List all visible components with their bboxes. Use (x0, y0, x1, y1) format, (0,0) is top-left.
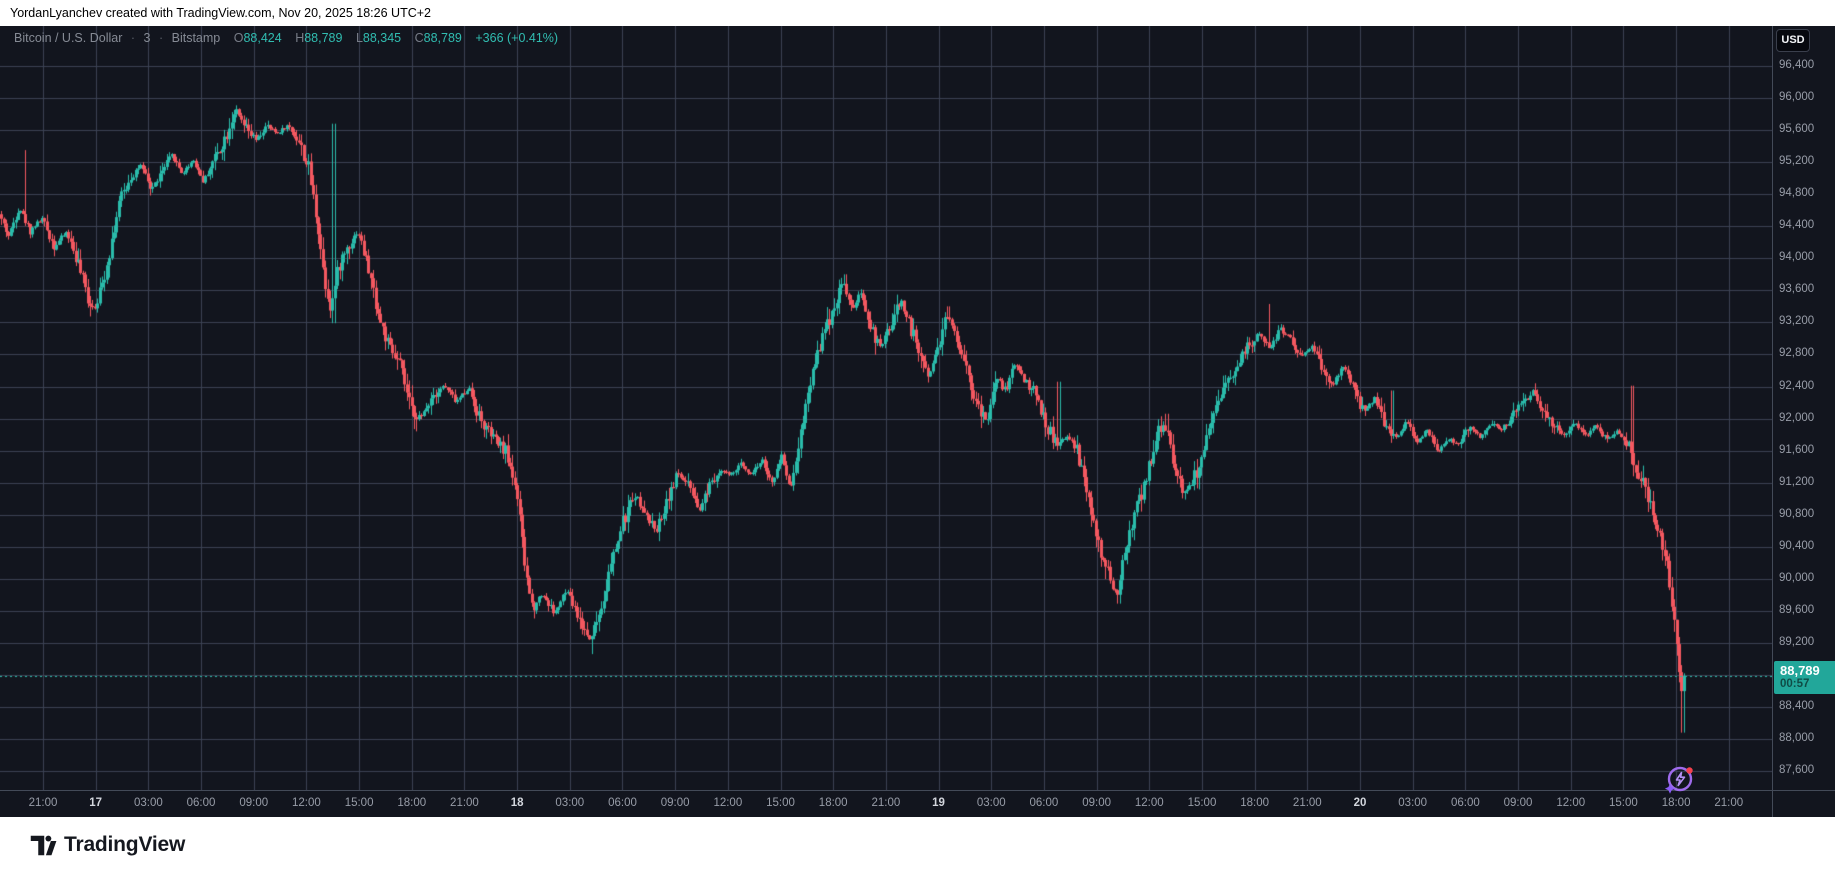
time-tick: 09:00 (1503, 797, 1533, 809)
time-tick: 09:00 (1082, 797, 1111, 809)
time-tick: 21:00 (28, 797, 58, 809)
marker-red-dot (1686, 767, 1693, 774)
lightning-bolt-icon (1675, 771, 1686, 787)
time-tick: 18:00 (1661, 797, 1691, 809)
time-tick: 03:00 (976, 797, 1006, 809)
price-tick: 91,200 (1779, 475, 1815, 488)
time-tick: 15:00 (766, 797, 795, 809)
time-tick: 21:00 (1292, 797, 1322, 809)
price-tick: 92,000 (1779, 411, 1815, 424)
price-tick: 92,400 (1779, 379, 1815, 392)
close-value: 88,789 (423, 31, 462, 45)
price-axis[interactable]: USD 88,789 00:57 96,400 96,000 95,600 95,20… (1773, 26, 1835, 790)
tradingview-logo[interactable]: TradingView (30, 833, 185, 857)
open-value: 88,424 (243, 31, 282, 45)
time-tick: 03:00 (555, 797, 585, 809)
change-value: +366 (+0.41%) (475, 31, 559, 45)
legend-separator: · (158, 31, 164, 45)
price-axis-separator (1772, 26, 1773, 817)
open-label: O (233, 31, 244, 45)
footer: TradingView (0, 817, 1835, 879)
attribution-text: YordanLyanchev created with TradingView.… (10, 6, 431, 20)
symbol-name[interactable]: Bitcoin / U.S. Dollar (14, 31, 123, 45)
attribution-bar: YordanLyanchev created with TradingView.… (0, 0, 1835, 26)
price-tick: 93,200 (1779, 315, 1815, 328)
time-tick: 12:00 (1134, 797, 1164, 809)
marker-circle (1667, 766, 1693, 792)
price-tick: 95,600 (1779, 123, 1815, 136)
close-label: C (414, 31, 424, 45)
time-axis-separator (0, 790, 1835, 791)
price-tick: 93,600 (1779, 283, 1815, 296)
high-value: 88,789 (304, 31, 343, 45)
price-tick: 95,200 (1779, 155, 1815, 168)
time-tick: 06:00 (1450, 797, 1480, 809)
event-marker-icon[interactable] (1663, 762, 1697, 796)
price-tick: 90,400 (1779, 539, 1815, 552)
price-tick: 90,000 (1779, 571, 1815, 584)
price-tick: 88,000 (1779, 732, 1815, 745)
price-tick: 89,200 (1779, 635, 1815, 648)
low-label: L (355, 31, 363, 45)
time-tick: 12:00 (1556, 797, 1586, 809)
price-tick: 89,600 (1779, 603, 1815, 616)
low-value: 88,345 (362, 31, 402, 45)
time-axis[interactable]: 21:00 17 03:00 06:00 09:00 12:00 15:00 18:00 21:… (0, 791, 1835, 817)
time-tick: 09:00 (660, 797, 690, 809)
price-tick: 92,800 (1779, 347, 1815, 360)
price-tick: 94,800 (1779, 187, 1815, 200)
chart-container: Bitcoin / U.S. Dollar · 3 · Bitstamp O88… (0, 26, 1835, 817)
time-tick: 03:00 (133, 797, 163, 809)
price-tick: 96,000 (1779, 91, 1815, 104)
interval-label[interactable]: 3 (143, 31, 151, 45)
time-tick: 15:00 (1609, 797, 1638, 809)
time-tick-day: 18 (510, 797, 524, 809)
bar-countdown: 00:57 (1780, 677, 1810, 690)
time-tick-day: 19 (932, 797, 945, 809)
high-label: H (295, 31, 305, 45)
marker-star (1664, 783, 1676, 794)
legend-separator: · (130, 31, 136, 45)
time-tick: 06:00 (186, 797, 216, 809)
time-tick: 21:00 (450, 797, 479, 809)
last-price-value: 88,789 (1780, 662, 1820, 678)
time-tick: 18:00 (397, 797, 427, 809)
time-tick: 15:00 (1187, 797, 1217, 809)
time-tick: 15:00 (344, 797, 374, 809)
time-tick: 06:00 (608, 797, 637, 809)
candlestick-chart[interactable] (0, 26, 1772, 790)
price-tick: 87,600 (1779, 764, 1815, 777)
time-tick: 12:00 (713, 797, 743, 809)
time-tick: 18:00 (1240, 797, 1270, 809)
price-tick: 90,800 (1779, 507, 1815, 520)
time-tick: 06:00 (1029, 797, 1059, 809)
tradingview-logo-text: TradingView (64, 833, 186, 856)
price-tick: 91,600 (1779, 443, 1815, 456)
symbol-legend[interactable]: Bitcoin / U.S. Dollar · 3 · Bitstamp O88… (14, 31, 558, 45)
tradingview-mark-icon (30, 835, 57, 855)
time-tick: 03:00 (1398, 797, 1428, 809)
time-tick: 09:00 (239, 797, 269, 809)
price-tick: 94,000 (1779, 251, 1815, 264)
time-tick: 21:00 (1714, 797, 1744, 809)
time-tick: 21:00 (871, 797, 901, 809)
price-tick: 88,400 (1779, 700, 1815, 712)
price-tick: 94,400 (1779, 219, 1815, 232)
price-tick: 96,400 (1779, 59, 1815, 71)
time-tick-day: 17 (89, 797, 103, 809)
time-tick-day: 20 (1353, 797, 1367, 809)
currency-usd-button[interactable]: USD (1776, 29, 1810, 52)
time-tick: 12:00 (292, 797, 321, 809)
last-price-label: 88,789 00:57 (1774, 660, 1835, 694)
time-tick: 18:00 (818, 797, 848, 809)
exchange-label[interactable]: Bitstamp (171, 31, 221, 45)
